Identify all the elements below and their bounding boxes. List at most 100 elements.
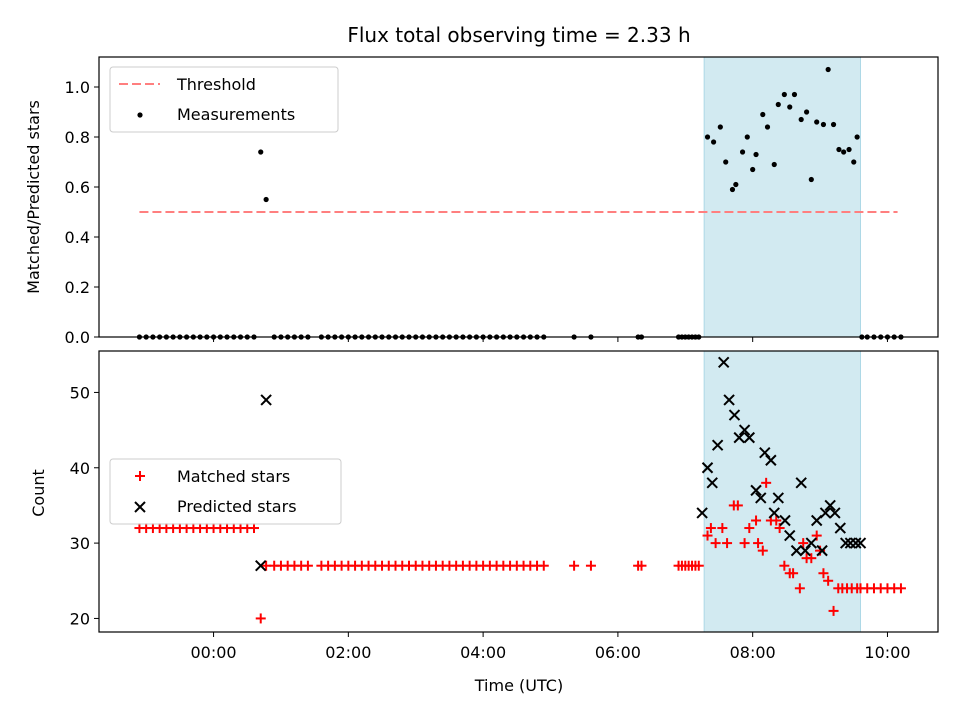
- measurement-point: [851, 159, 857, 165]
- matched-star-point: [702, 530, 713, 541]
- matched-star-point: [757, 545, 768, 556]
- legend-predicted-swatch-b: [134, 501, 146, 513]
- measurement-point: [808, 176, 814, 183]
- matched-star-point: [779, 560, 790, 571]
- matched-star-point: [794, 583, 805, 594]
- measurement-point: [820, 121, 827, 128]
- predicted-star-point: [755, 492, 767, 504]
- predicted-star-point: [779, 514, 791, 527]
- matched-star-point: [744, 523, 755, 534]
- chart-title: Flux total observing time = 2.33 h: [347, 23, 690, 47]
- predicted-star-point-b: [834, 522, 846, 534]
- matched-star-point: [753, 538, 764, 549]
- matched-star-point: [585, 560, 596, 571]
- predicted-star-point-b: [795, 477, 807, 489]
- matched-star-point: [302, 560, 313, 571]
- predicted-star-point-b: [723, 394, 735, 406]
- matched-star-point: [255, 613, 266, 624]
- predicted-star-point-b: [839, 537, 852, 549]
- legend-box: [109, 458, 342, 525]
- x-tick-label: 02:00: [325, 643, 371, 662]
- x-tick-label: 06:00: [595, 643, 641, 662]
- predicted-star-point: [805, 537, 818, 549]
- legend: Threshold Measurements: [109, 66, 339, 133]
- predicted-star-point: [759, 446, 771, 459]
- predicted-star-point-b: [819, 507, 832, 519]
- x-tick-label: 00:00: [191, 643, 237, 662]
- x-tick-label: 08:00: [730, 643, 776, 662]
- predicted-star-point: [854, 537, 867, 549]
- predicted-star-point-b: [850, 537, 862, 549]
- predicted-star-point-b: [260, 394, 272, 406]
- predicted-star-point-b: [728, 409, 741, 421]
- matched-star-point: [722, 538, 733, 549]
- measurement-point: [760, 111, 766, 118]
- matched-star-point: [710, 538, 721, 549]
- predicted-star-point: [795, 477, 807, 489]
- y-tick-label: 0.0: [65, 328, 90, 347]
- measurement-point: [744, 134, 750, 140]
- measurement-point: [846, 146, 852, 153]
- measurement-point: [771, 161, 777, 168]
- measurement-point: [717, 124, 723, 130]
- predicted-star-point: [711, 439, 724, 451]
- predicted-star-point-b: [805, 537, 818, 549]
- matched-star-point: [806, 553, 817, 564]
- matched-star-point: [823, 575, 834, 586]
- observing-window-shade: [703, 350, 862, 633]
- predicted-star-point: [772, 492, 784, 504]
- predicted-star-point-b: [717, 356, 730, 369]
- ratio-panel: 0.0 0.2 0.4 0.6 0.8 1.0 Threshold Measurements: [65, 56, 939, 347]
- predicted-star-point: [839, 537, 852, 549]
- measurement-point: [814, 119, 820, 125]
- y-tick-label: 0.2: [65, 278, 90, 297]
- x-axis-label: Time (UTC): [474, 676, 563, 695]
- predicted-star-point: [790, 544, 803, 557]
- measurement-point: [854, 134, 860, 140]
- y-tick-label: 1.0: [65, 78, 90, 97]
- predicted-star-point-b: [733, 431, 745, 444]
- measurement-point: [764, 124, 771, 130]
- matched-star-point: [569, 560, 580, 571]
- measurement-point: [781, 91, 787, 98]
- plot-frame: [98, 56, 939, 338]
- legend-matched-label: Matched stars: [177, 467, 290, 486]
- predicted-star-point: [728, 409, 741, 421]
- predicted-star-point: [799, 544, 811, 557]
- measurement-point: [775, 101, 781, 108]
- matched-star-point: [538, 560, 549, 571]
- predicted-star-point-b: [816, 544, 828, 557]
- matched-star-point: [636, 560, 647, 571]
- predicted-star-point: [717, 356, 730, 369]
- matched-star-point: [798, 538, 809, 549]
- predicted-star-point: [696, 507, 708, 519]
- predicted-star-point-b: [765, 454, 777, 466]
- measurement-point: [739, 149, 746, 155]
- predicted-star-point-b: [799, 544, 811, 557]
- legend-measurements-swatch: [137, 112, 143, 118]
- matched-star-point: [693, 560, 704, 571]
- measurement-point: [825, 66, 831, 73]
- predicted-star-point: [824, 499, 836, 512]
- matched-star-point: [761, 477, 772, 488]
- predicted-star-point-b: [750, 484, 762, 497]
- observing-window-shade: [703, 56, 862, 338]
- matched-star-point: [732, 500, 743, 511]
- predicted-star-point: [723, 394, 735, 406]
- predicted-star-point-b: [255, 559, 267, 572]
- y-tick-label: 30: [70, 534, 90, 553]
- y-tick-label: 20: [70, 609, 90, 628]
- predicted-star-point: [819, 507, 832, 519]
- predicted-star-point-b: [701, 462, 714, 474]
- matched-star-point: [788, 568, 799, 579]
- predicted-star-point-b: [755, 492, 767, 504]
- measurement-point: [750, 166, 756, 173]
- matched-star-point: [705, 523, 716, 534]
- predicted-star-point: [738, 424, 751, 436]
- legend-box: [109, 66, 339, 133]
- y-tick-label: 0.6: [65, 178, 90, 197]
- predicted-star-point-b: [696, 507, 708, 519]
- measurement-point: [258, 149, 264, 155]
- predicted-star-point: [765, 454, 777, 466]
- legend-predicted-swatch: [134, 501, 146, 513]
